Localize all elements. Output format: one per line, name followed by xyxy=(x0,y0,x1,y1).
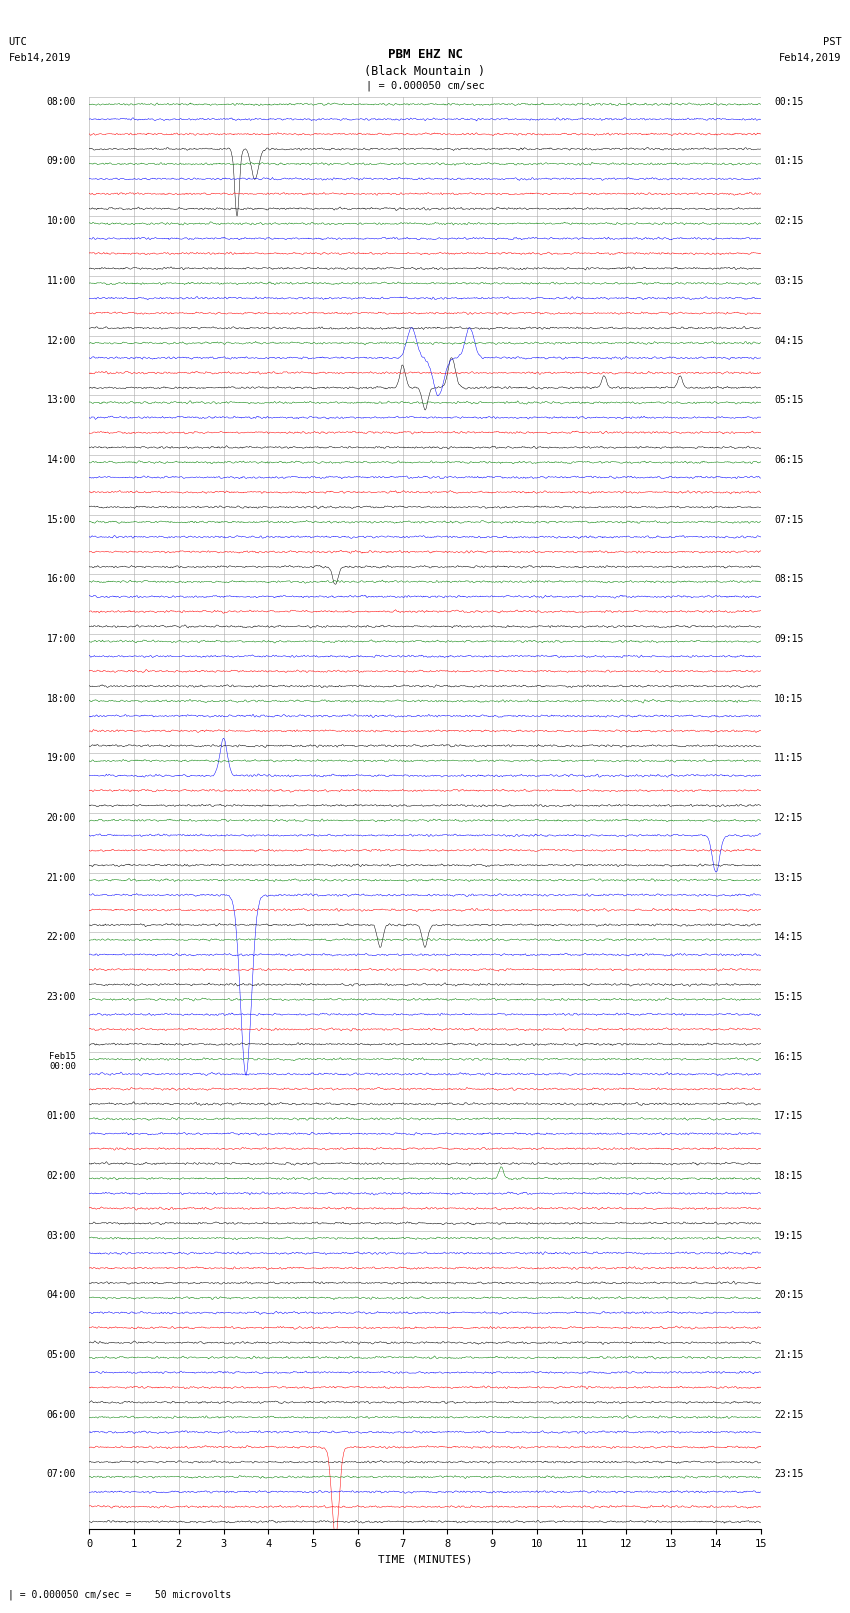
Text: PST: PST xyxy=(823,37,842,47)
Text: 19:00: 19:00 xyxy=(47,753,76,763)
Text: 10:15: 10:15 xyxy=(774,694,803,703)
Text: PBM EHZ NC: PBM EHZ NC xyxy=(388,48,462,61)
Text: 17:00: 17:00 xyxy=(47,634,76,644)
Text: 12:15: 12:15 xyxy=(774,813,803,823)
Text: 01:15: 01:15 xyxy=(774,156,803,166)
Text: | = 0.000050 cm/sec: | = 0.000050 cm/sec xyxy=(366,81,484,92)
Text: 14:15: 14:15 xyxy=(774,932,803,942)
Text: 05:00: 05:00 xyxy=(47,1350,76,1360)
Text: 14:00: 14:00 xyxy=(47,455,76,465)
Text: (Black Mountain ): (Black Mountain ) xyxy=(365,65,485,77)
Text: 01:00: 01:00 xyxy=(47,1111,76,1121)
Text: 08:00: 08:00 xyxy=(47,97,76,106)
Text: 10:00: 10:00 xyxy=(47,216,76,226)
Text: 15:15: 15:15 xyxy=(774,992,803,1002)
Text: 21:00: 21:00 xyxy=(47,873,76,882)
Text: 16:00: 16:00 xyxy=(47,574,76,584)
Text: 03:00: 03:00 xyxy=(47,1231,76,1240)
Text: 15:00: 15:00 xyxy=(47,515,76,524)
Text: UTC: UTC xyxy=(8,37,27,47)
Text: 06:00: 06:00 xyxy=(47,1410,76,1419)
Text: 19:15: 19:15 xyxy=(774,1231,803,1240)
Text: Feb15: Feb15 xyxy=(49,1052,76,1061)
Text: 20:15: 20:15 xyxy=(774,1290,803,1300)
Text: 00:15: 00:15 xyxy=(774,97,803,106)
Text: Feb14,2019: Feb14,2019 xyxy=(8,53,71,63)
Text: 04:00: 04:00 xyxy=(47,1290,76,1300)
Text: 07:15: 07:15 xyxy=(774,515,803,524)
Text: 21:15: 21:15 xyxy=(774,1350,803,1360)
Text: 18:15: 18:15 xyxy=(774,1171,803,1181)
Text: 22:00: 22:00 xyxy=(47,932,76,942)
Text: 08:15: 08:15 xyxy=(774,574,803,584)
Text: 03:15: 03:15 xyxy=(774,276,803,286)
Text: 13:00: 13:00 xyxy=(47,395,76,405)
Text: 09:00: 09:00 xyxy=(47,156,76,166)
Text: 20:00: 20:00 xyxy=(47,813,76,823)
X-axis label: TIME (MINUTES): TIME (MINUTES) xyxy=(377,1555,473,1565)
Text: 05:15: 05:15 xyxy=(774,395,803,405)
Text: 11:00: 11:00 xyxy=(47,276,76,286)
Text: 23:00: 23:00 xyxy=(47,992,76,1002)
Text: Feb14,2019: Feb14,2019 xyxy=(779,53,842,63)
Text: 23:15: 23:15 xyxy=(774,1469,803,1479)
Text: 16:15: 16:15 xyxy=(774,1052,803,1061)
Text: 07:00: 07:00 xyxy=(47,1469,76,1479)
Text: 13:15: 13:15 xyxy=(774,873,803,882)
Text: 12:00: 12:00 xyxy=(47,336,76,345)
Text: 02:00: 02:00 xyxy=(47,1171,76,1181)
Text: 18:00: 18:00 xyxy=(47,694,76,703)
Text: 04:15: 04:15 xyxy=(774,336,803,345)
Text: | = 0.000050 cm/sec =    50 microvolts: | = 0.000050 cm/sec = 50 microvolts xyxy=(8,1589,232,1600)
Text: 09:15: 09:15 xyxy=(774,634,803,644)
Text: 00:00: 00:00 xyxy=(49,1063,76,1071)
Text: 02:15: 02:15 xyxy=(774,216,803,226)
Text: 17:15: 17:15 xyxy=(774,1111,803,1121)
Text: 22:15: 22:15 xyxy=(774,1410,803,1419)
Text: 11:15: 11:15 xyxy=(774,753,803,763)
Text: 06:15: 06:15 xyxy=(774,455,803,465)
